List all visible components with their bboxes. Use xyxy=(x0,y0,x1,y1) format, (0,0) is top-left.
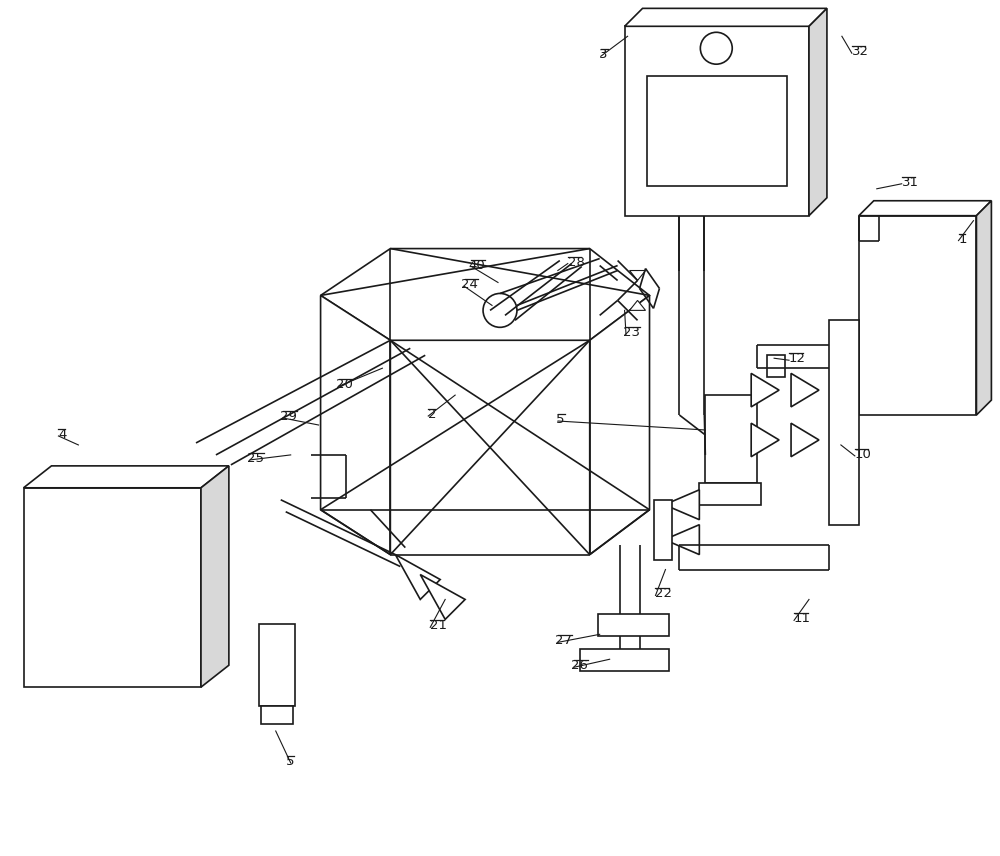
Polygon shape xyxy=(630,300,646,311)
Polygon shape xyxy=(625,9,827,27)
Text: 23: 23 xyxy=(623,326,640,339)
Text: 5: 5 xyxy=(556,413,565,426)
Text: 3: 3 xyxy=(599,48,608,62)
Bar xyxy=(580,650,669,671)
Text: 31: 31 xyxy=(902,175,919,189)
Text: 2: 2 xyxy=(428,408,437,421)
Text: 5: 5 xyxy=(286,755,295,768)
Text: 29: 29 xyxy=(280,410,297,423)
Text: 22: 22 xyxy=(655,587,672,600)
Polygon shape xyxy=(664,525,699,555)
Text: 21: 21 xyxy=(430,620,447,633)
Text: 10: 10 xyxy=(855,448,872,461)
Bar xyxy=(829,320,859,525)
Polygon shape xyxy=(859,201,991,216)
Circle shape xyxy=(700,33,732,64)
Polygon shape xyxy=(630,270,646,281)
Text: 4: 4 xyxy=(58,428,67,441)
Polygon shape xyxy=(395,555,440,599)
Text: 25: 25 xyxy=(247,452,264,465)
Polygon shape xyxy=(590,295,650,555)
Polygon shape xyxy=(751,373,779,407)
Polygon shape xyxy=(420,574,465,620)
Bar xyxy=(767,355,785,377)
Bar xyxy=(654,500,672,560)
Bar xyxy=(598,615,669,636)
Circle shape xyxy=(483,294,517,327)
Bar xyxy=(625,27,809,216)
Text: 28: 28 xyxy=(568,256,585,269)
Text: 27: 27 xyxy=(555,634,572,647)
Polygon shape xyxy=(809,9,827,216)
Polygon shape xyxy=(24,466,229,488)
Text: 24: 24 xyxy=(461,278,478,292)
Bar xyxy=(261,706,293,724)
Polygon shape xyxy=(791,423,819,457)
Text: 32: 32 xyxy=(852,45,869,58)
Text: 40: 40 xyxy=(468,259,485,271)
Bar xyxy=(647,76,787,186)
Text: 12: 12 xyxy=(789,353,806,366)
Polygon shape xyxy=(201,466,229,687)
Bar xyxy=(24,488,201,687)
Bar xyxy=(259,624,295,706)
Polygon shape xyxy=(751,423,779,457)
Bar xyxy=(705,395,757,483)
Polygon shape xyxy=(791,373,819,407)
Text: 1: 1 xyxy=(959,233,967,246)
Text: 26: 26 xyxy=(571,659,588,672)
Polygon shape xyxy=(664,490,699,520)
Polygon shape xyxy=(321,248,650,341)
Text: 20: 20 xyxy=(336,378,352,391)
Polygon shape xyxy=(321,295,390,555)
Bar xyxy=(699,483,761,505)
Polygon shape xyxy=(976,201,991,415)
Text: 11: 11 xyxy=(794,612,811,626)
Bar xyxy=(859,216,976,415)
